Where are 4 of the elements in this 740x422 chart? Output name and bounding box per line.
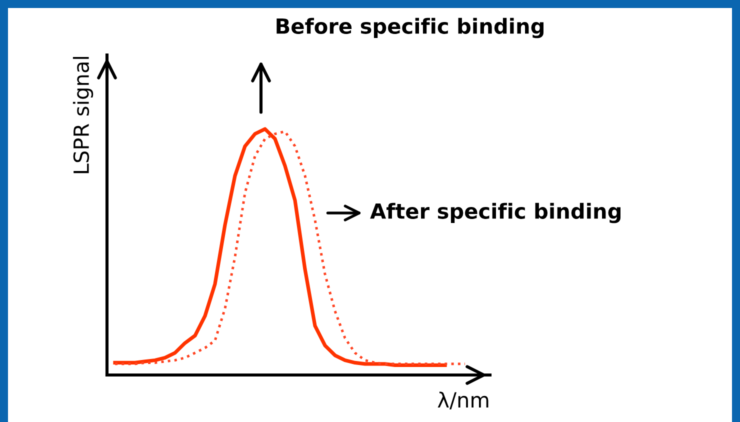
x-axis-title: λ/nm [438, 392, 488, 410]
y-axis-title: LSPR signal [72, 56, 94, 174]
annotation: After specific binding [370, 202, 620, 224]
text: Before specific binding [276, 18, 544, 38]
